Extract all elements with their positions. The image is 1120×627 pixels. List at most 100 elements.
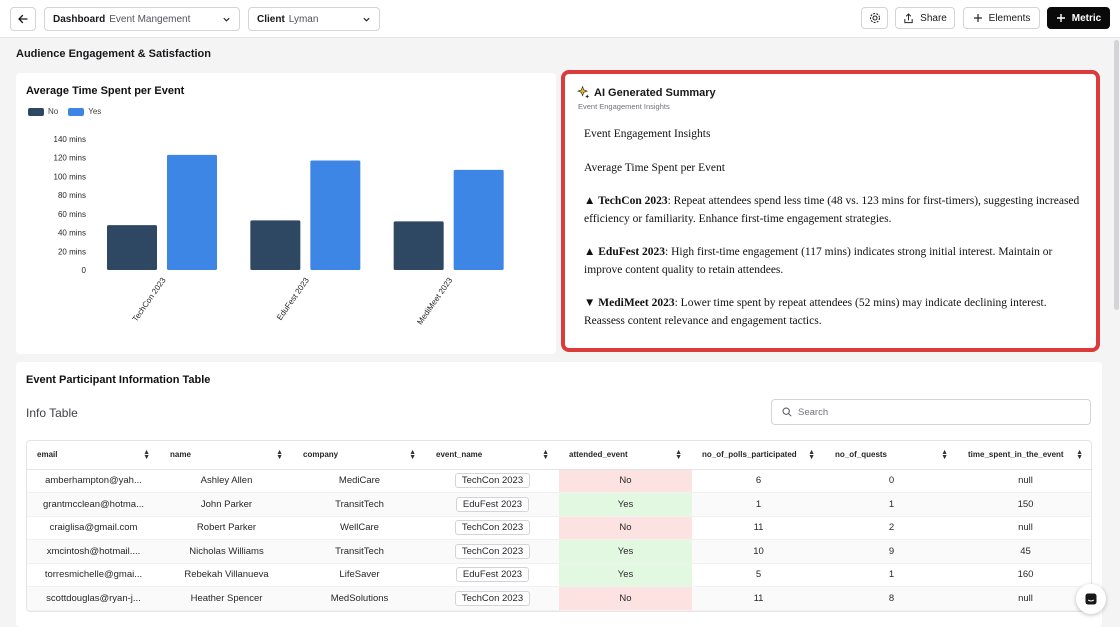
sparkle-icon	[577, 86, 590, 99]
table-cell-name: John Parker	[160, 492, 293, 517]
settings-button[interactable]	[861, 7, 888, 29]
ai-summary-heading: Event Engagement Insights	[584, 128, 711, 140]
table-cell-no-of-quests: 2	[825, 516, 958, 540]
column-header-label: email	[37, 450, 58, 460]
ai-summary-item: ▲ EduFest 2023: High first-time engageme…	[584, 244, 1084, 279]
chart-card: Average Time Spent per Event No Yes 0 20 …	[16, 73, 556, 354]
table-cell-time-spent-in-the-event: 160	[958, 563, 1091, 587]
column-header-time-spent-in-the-event[interactable]: time_spent_in_the_event ▲ ▼	[958, 441, 1091, 470]
table-cell-no-of-polls-participated: 5	[692, 563, 825, 587]
table-cell-company: MediCare	[293, 469, 426, 493]
y-tick-label: 100 mins	[54, 172, 86, 181]
table-cell-name: Rebekah Villanueva	[160, 563, 293, 587]
table-cell-no-of-quests: 1	[825, 563, 958, 587]
x-tick-label: MediMeet 2023	[415, 276, 454, 327]
table-cell-attended-event: Yes	[559, 492, 692, 517]
column-header-label: time_spent_in_the_event	[968, 450, 1064, 460]
legend-label-no: No	[48, 107, 59, 116]
column-header-label: no_of_quests	[835, 450, 888, 460]
table-row[interactable]: scottdouglas@ryan-j... Heather Spencer Med…	[27, 586, 1091, 611]
ai-summary-item-event: EduFest 2023	[598, 246, 666, 258]
trend-up-marker: ▲	[584, 195, 596, 207]
table-row[interactable]: xmcintosh@hotmail.... Nicholas Williams Tr…	[27, 539, 1091, 564]
column-header-name[interactable]: name ▲ ▼	[160, 441, 293, 470]
ai-summary-item-event: TechCon 2023	[598, 195, 668, 207]
chart-legend: No Yes	[28, 107, 101, 116]
share-button[interactable]: Share	[895, 7, 955, 29]
bar-yes-0[interactable]	[167, 154, 217, 270]
column-header-label: event_name	[436, 450, 483, 460]
table-card-title: Event Participant Information Table	[26, 374, 211, 386]
sort-icon[interactable]: ▲ ▼	[276, 449, 283, 461]
sort-icon[interactable]: ▲ ▼	[675, 449, 682, 461]
column-header-email[interactable]: email ▲ ▼	[27, 441, 160, 470]
bar-no-2[interactable]	[393, 221, 444, 270]
table-cell-company: WellCare	[293, 516, 426, 540]
share-label: Share	[920, 12, 947, 24]
table-cell-event-name: TechCon 2023	[426, 586, 559, 611]
table-row[interactable]: craiglisa@gmail.com Robert Parker WellCare…	[27, 516, 1091, 540]
column-header-no-of-quests[interactable]: no_of_quests ▲ ▼	[825, 441, 958, 470]
column-header-event-name[interactable]: event_name ▲ ▼	[426, 441, 559, 470]
elements-button[interactable]: Elements	[963, 7, 1040, 29]
plus-icon	[973, 14, 982, 22]
table-row[interactable]: amberhampton@yah... Ashley Allen MediCare T…	[27, 469, 1091, 493]
sort-icon[interactable]: ▲ ▼	[941, 449, 948, 461]
ai-summary-card: AI Generated Summary Event Engagement In…	[561, 70, 1100, 352]
client-select-key: Client	[257, 13, 285, 25]
sort-icon[interactable]: ▲ ▼	[808, 449, 815, 461]
table-cell-email: craiglisa@gmail.com	[27, 516, 160, 540]
add-metric-button[interactable]: Metric	[1047, 7, 1110, 29]
table-row[interactable]: grantmcclean@hotma... John Parker TransitT…	[27, 492, 1091, 517]
table-cell-no-of-polls-participated: 6	[692, 469, 825, 493]
ai-summary-body: Event Engagement Insights Average Time S…	[584, 126, 1084, 346]
client-select[interactable]: Client Lyman	[248, 7, 380, 31]
sort-icon[interactable]: ▲ ▼	[542, 449, 549, 461]
dashboard-select[interactable]: Dashboard Event Mangement	[44, 7, 240, 31]
table-cell-attended-event: No	[559, 469, 692, 493]
chat-icon	[1085, 593, 1097, 605]
column-header-attended-event[interactable]: attended_event ▲ ▼	[559, 441, 692, 470]
table-cell-time-spent-in-the-event: null	[958, 516, 1091, 540]
column-header-label: attended_event	[569, 450, 628, 460]
participant-table-card: Event Participant Information Table Info…	[16, 362, 1102, 627]
trend-down-marker: ▼	[584, 297, 596, 309]
sort-icon[interactable]: ▲ ▼	[1076, 449, 1083, 461]
table-cell-no-of-quests: 8	[825, 586, 958, 611]
table-row[interactable]: torresmichelle@gmai... Rebekah Villanueva…	[27, 563, 1091, 587]
table-cell-company: MedSolutions	[293, 586, 426, 611]
table-cell-email: grantmcclean@hotma...	[27, 492, 160, 517]
column-header-no-of-polls-participated[interactable]: no_of_polls_participated ▲ ▼	[692, 441, 825, 470]
search-icon	[782, 407, 792, 417]
legend-item-no[interactable]: No	[28, 107, 58, 116]
table-cell-company: LifeSaver	[293, 563, 426, 587]
table-cell-no-of-polls-participated: 1	[692, 492, 825, 517]
sort-icon[interactable]: ▲ ▼	[409, 449, 416, 461]
table-cell-time-spent-in-the-event: null	[958, 586, 1091, 611]
search-input[interactable]	[798, 406, 1090, 418]
column-header-company[interactable]: company ▲ ▼	[293, 441, 426, 470]
table-cell-no-of-polls-participated: 10	[692, 539, 825, 564]
page-scrollbar[interactable]	[1114, 40, 1119, 310]
bar-no-1[interactable]	[250, 220, 301, 270]
chat-button[interactable]	[1076, 584, 1106, 614]
legend-item-yes[interactable]: Yes	[68, 107, 101, 116]
back-button[interactable]	[10, 7, 36, 31]
section-title: Audience Engagement & Satisfaction	[16, 48, 211, 60]
event-tag: EduFest 2023	[455, 496, 530, 512]
bar-yes-1[interactable]	[310, 160, 361, 270]
legend-label-yes: Yes	[88, 107, 102, 116]
search-box[interactable]	[771, 399, 1091, 425]
dashboard-select-key: Dashboard	[53, 13, 106, 25]
table-cell-time-spent-in-the-event: null	[958, 469, 1091, 493]
sort-icon[interactable]: ▲ ▼	[143, 449, 150, 461]
bar-yes-2[interactable]	[453, 169, 504, 270]
trend-up-marker: ▲	[584, 246, 596, 258]
metric-label: Metric	[1071, 12, 1102, 24]
bar-no-0[interactable]	[107, 225, 157, 270]
table-cell-email: torresmichelle@gmai...	[27, 563, 160, 587]
ai-summary-item-text: : Lower time spent by repeat attendees (…	[584, 297, 1047, 327]
event-tag: TechCon 2023	[454, 543, 531, 559]
column-header-label: name	[170, 450, 191, 460]
column-header-label: company	[303, 450, 339, 460]
